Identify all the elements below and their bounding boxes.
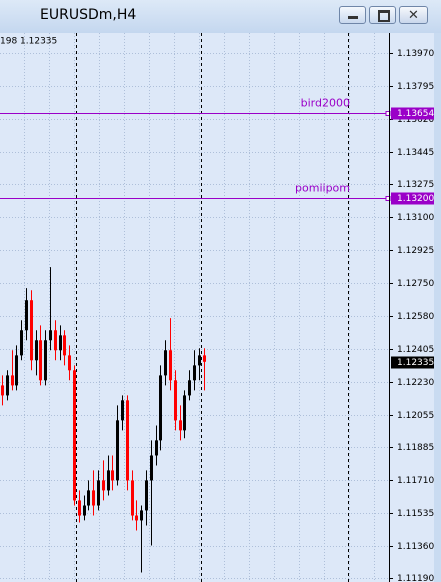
- y-tick-label: 1.12405: [397, 345, 434, 355]
- y-tick-label: 1.12750: [397, 279, 434, 289]
- candle-body: [44, 340, 47, 381]
- price-label: 1.13200: [397, 194, 434, 204]
- horizontal-lines: bird2000 pomiipom: [0, 97, 391, 201]
- period-separators: [76, 33, 349, 582]
- y-tick-label: 1.13620: [397, 115, 434, 125]
- candle-body: [121, 400, 124, 421]
- candle-body: [39, 340, 42, 381]
- chart-background: [0, 33, 434, 582]
- close-icon: ✕: [408, 8, 419, 23]
- candle-body: [145, 480, 148, 511]
- candle-body: [68, 355, 71, 371]
- candle-body: [87, 490, 90, 506]
- horizontal-grid: [0, 53, 389, 579]
- candle-body: [164, 350, 167, 376]
- candle-body: [92, 490, 95, 506]
- candle-body: [30, 300, 33, 361]
- candle-body: [203, 355, 206, 362]
- y-tick-label: 1.13795: [397, 82, 434, 92]
- candle-body: [11, 375, 14, 386]
- price-label: 1.13654: [397, 109, 434, 119]
- y-tick-label: 1.13445: [397, 148, 434, 158]
- candle-body: [78, 500, 81, 516]
- candle-body: [1, 385, 4, 396]
- horizontal-line-name: pomiipom: [295, 182, 350, 195]
- y-tick-label: 1.12580: [397, 312, 434, 322]
- candle-body: [135, 515, 138, 521]
- y-tick-label: 1.11190: [397, 574, 434, 582]
- candle-body: [140, 510, 143, 521]
- candle-body: [25, 300, 28, 331]
- y-tick-label: 1.12230: [397, 378, 434, 388]
- price-axis: 1.13970 1.13795 1.13620 1.13445 1.13275 1.131…: [389, 49, 434, 582]
- candle-body: [155, 440, 158, 456]
- candle-body: [179, 420, 182, 431]
- candle-body: [183, 395, 186, 431]
- y-tick-label: 1.12055: [397, 411, 434, 421]
- candle-body: [73, 370, 76, 501]
- candle-body: [131, 480, 134, 516]
- candle-body: [6, 375, 9, 396]
- candle-body: [107, 470, 110, 491]
- candle-body: [97, 480, 100, 506]
- candle-body: [126, 400, 129, 481]
- candle-body: [159, 375, 162, 441]
- candle-body: [111, 470, 114, 481]
- restore-button[interactable]: [369, 6, 396, 24]
- candle-body: [35, 340, 38, 361]
- candle-body: [83, 505, 86, 516]
- candle-body: [188, 380, 191, 396]
- candle-body: [49, 330, 52, 341]
- candle-body: [54, 330, 57, 351]
- bid-label-box: [391, 356, 434, 369]
- y-tick-label: 1.12925: [397, 246, 434, 256]
- candle-body: [63, 335, 66, 356]
- y-tick-label: 1.11535: [397, 509, 434, 519]
- title-bar: EURUSDm,H4 ✕: [0, 0, 441, 33]
- candles: [1, 267, 206, 573]
- candle-body: [15, 355, 18, 386]
- bid-label: 1.12335: [397, 358, 434, 368]
- minimize-button[interactable]: [339, 6, 366, 24]
- candle-body: [59, 335, 62, 351]
- window-title: EURUSDm,H4: [40, 7, 137, 23]
- horizontal-line-name: bird2000: [301, 97, 350, 110]
- candle-body: [150, 455, 153, 481]
- candle-body: [198, 355, 201, 366]
- y-tick-label: 1.13100: [397, 213, 434, 223]
- candle-body: [174, 380, 177, 421]
- y-tick-label: 1.11710: [397, 476, 434, 486]
- candle-body: [193, 365, 196, 381]
- candle-body: [116, 420, 119, 481]
- y-tick-label: 1.11885: [397, 443, 434, 453]
- close-button[interactable]: ✕: [399, 6, 428, 24]
- candle-body: [169, 350, 172, 381]
- candle-body: [102, 480, 105, 491]
- info-text: 198 1.12335: [0, 37, 57, 47]
- y-tick-label: 1.11360: [397, 542, 434, 552]
- candle-body: [20, 330, 23, 356]
- y-tick-label: 1.13275: [397, 180, 434, 190]
- y-tick-label: 1.13970: [397, 49, 434, 59]
- price-label-box: [391, 192, 434, 205]
- price-label-box: [391, 107, 434, 120]
